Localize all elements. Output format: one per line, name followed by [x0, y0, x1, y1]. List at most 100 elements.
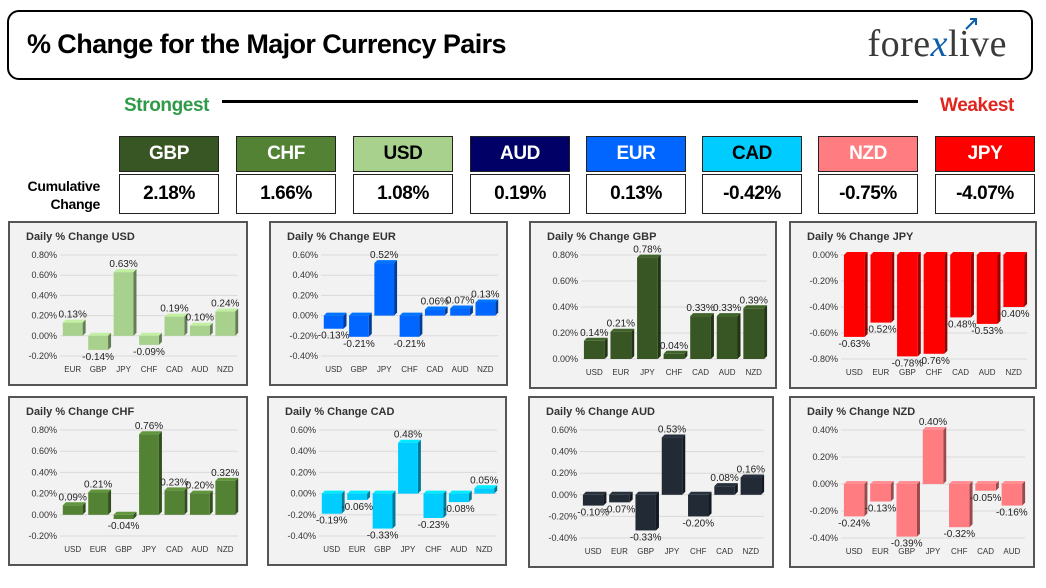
y-tick-label: 0.60%: [551, 425, 577, 435]
x-tick-label: CHF: [690, 547, 707, 556]
y-tick-label: 0.00%: [31, 510, 57, 520]
x-tick-label: GBP: [350, 365, 367, 374]
data-label: 0.33%: [686, 303, 714, 314]
bar-cad: [975, 481, 999, 491]
data-label: 0.16%: [737, 465, 765, 476]
bar-gbp: [88, 332, 112, 350]
data-label: -0.14%: [82, 352, 114, 363]
bar-aud: [448, 490, 472, 503]
y-tick-label: 0.60%: [290, 425, 316, 435]
cumulative-value-cad: -0.42%: [702, 174, 802, 214]
bar-nzd: [474, 485, 498, 494]
x-tick-label: CHF: [401, 365, 418, 374]
chart-jpy: Daily % Change JPY -0.80% -0.60% -0.40% -0.2…: [807, 231, 1030, 377]
currency-header-eur: EUR: [586, 136, 686, 172]
y-tick-label: 0.60%: [31, 270, 57, 280]
bar-usd: [843, 252, 868, 337]
data-label: 0.40%: [919, 417, 947, 428]
bar-chf: [688, 491, 712, 517]
currency-header-gbp: GBP: [119, 136, 219, 172]
y-tick-label: -0.20%: [28, 531, 57, 541]
y-tick-label: 0.00%: [31, 331, 57, 341]
data-label: -0.23%: [418, 520, 450, 531]
chart-title: Daily % Change GBP: [547, 231, 656, 243]
bar-aud: [189, 490, 213, 515]
y-tick-label: 0.20%: [552, 328, 578, 338]
x-tick-label: CAD: [166, 365, 183, 374]
chart-panel-eur: Daily % Change EUR -0.40% -0.20% 0.00% 0.20%…: [269, 221, 508, 386]
x-tick-label: AUD: [979, 368, 996, 377]
bar-aud: [716, 313, 741, 359]
x-tick-label: USD: [64, 545, 81, 554]
bar-usd: [583, 337, 608, 359]
x-tick-label: AUD: [450, 545, 467, 554]
data-label: -0.48%: [945, 319, 977, 330]
x-tick-label: GBP: [637, 547, 654, 556]
data-label: -0.10%: [577, 508, 609, 519]
y-tick-label: -0.40%: [548, 533, 577, 543]
y-tick-label: 0.40%: [290, 446, 316, 456]
data-label: 0.09%: [59, 492, 87, 503]
cumulative-change-label: Cumulative Change: [16, 177, 101, 213]
chart-title: Daily % Change USD: [26, 231, 135, 243]
y-tick-label: 0.20%: [290, 467, 316, 477]
x-tick-label: EUR: [872, 368, 889, 377]
bar-gbp: [896, 481, 920, 537]
data-label: 0.76%: [135, 421, 163, 432]
bar-chf: [423, 490, 447, 518]
bar-jpy: [637, 254, 661, 359]
data-label: -0.39%: [891, 539, 923, 550]
x-tick-label: EUR: [612, 368, 629, 377]
bar-usd: [323, 312, 347, 329]
chart-title: Daily % Change NZD: [807, 406, 915, 418]
y-tick-label: 0.80%: [552, 250, 578, 260]
x-tick-label: NZD: [477, 365, 494, 374]
data-label: 0.48%: [394, 430, 422, 441]
bar-cad: [424, 306, 448, 316]
bar-jpy: [398, 439, 421, 494]
data-label: -0.05%: [970, 493, 1002, 504]
data-label: -0.24%: [838, 518, 870, 529]
chart-title: Daily % Change JPY: [807, 231, 914, 243]
data-label: 0.63%: [109, 259, 137, 270]
bar-chf: [949, 481, 973, 528]
weakest-label: Weakest: [940, 95, 1014, 116]
cumulative-value-aud: 0.19%: [470, 174, 570, 214]
x-tick-label: CHF: [666, 368, 683, 377]
data-label: 0.21%: [607, 319, 635, 330]
y-tick-label: 0.60%: [31, 446, 57, 456]
chart-panel-usd: Daily % Change USD -0.20% 0.00% 0.20% 0.40% 0…: [8, 221, 248, 386]
x-tick-label: CAD: [166, 545, 183, 554]
bar-eur: [609, 491, 633, 503]
data-label: 0.08%: [710, 473, 738, 484]
x-tick-label: CAD: [977, 547, 994, 556]
x-tick-label: CAD: [716, 547, 733, 556]
chart-eur: Daily % Change EUR -0.40% -0.20% 0.00% 0.20%…: [287, 231, 500, 374]
y-tick-label: 0.80%: [31, 425, 57, 435]
data-label: -0.40%: [998, 309, 1030, 320]
bar-gbp: [897, 252, 921, 357]
data-label: -0.21%: [343, 339, 375, 350]
data-label: 0.33%: [713, 303, 741, 314]
x-tick-label: CHF: [141, 365, 158, 374]
chart-panel-gbp: Daily % Change GBP 0.00% 0.20% 0.40% 0.60% 0.…: [529, 221, 777, 389]
cumulative-value-usd: 1.08%: [353, 174, 453, 214]
x-tick-label: USD: [325, 365, 342, 374]
bar-gbp: [113, 511, 137, 520]
data-label: -0.16%: [996, 508, 1028, 519]
bar-eur: [870, 481, 894, 502]
logo-text-fore: fore: [867, 23, 931, 65]
bar-aud: [1001, 481, 1026, 506]
data-label: 0.10%: [186, 313, 214, 324]
data-label: 0.04%: [660, 341, 688, 352]
cumulative-label-line1: Cumulative: [27, 178, 101, 194]
data-label: -0.32%: [943, 529, 975, 540]
bar-nzd: [743, 305, 768, 359]
bar-eur: [870, 252, 895, 323]
x-tick-label: EUR: [349, 545, 366, 554]
data-label: -0.20%: [682, 518, 714, 529]
data-label: -0.52%: [865, 325, 897, 336]
data-label: 0.53%: [658, 425, 686, 436]
x-tick-label: JPY: [640, 368, 655, 377]
bar-aud: [976, 252, 1001, 324]
